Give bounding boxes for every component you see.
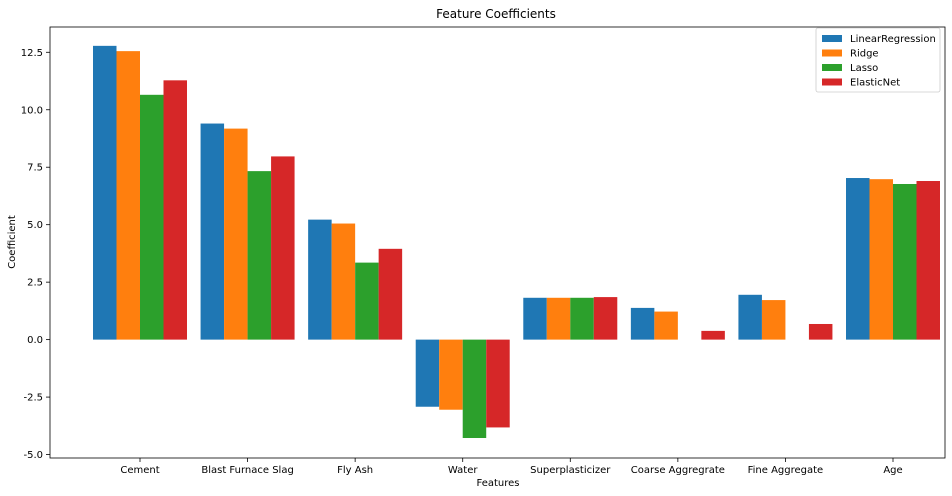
legend-swatch-linearregression — [822, 35, 842, 42]
x-tick-label: Cement — [120, 465, 159, 476]
x-axis: Cement Blast Furnace Slag Fly Ash Water Supe… — [120, 458, 903, 476]
bar-linearregression-6 — [738, 294, 762, 340]
legend-label-elasticnet: ElasticNet — [850, 78, 900, 89]
bar-ridge-1 — [224, 128, 248, 340]
bar-elasticnet-3 — [486, 339, 510, 428]
bars-group — [93, 45, 940, 439]
legend-label-ridge: Ridge — [850, 49, 879, 60]
bar-ridge-7 — [869, 179, 893, 340]
bar-ridge-4 — [546, 297, 571, 340]
x-tick-label: Fine Aggregate — [748, 465, 824, 476]
y-tick-label: -5.0 — [23, 450, 43, 461]
y-axis: -5.0 -2.5 0.0 2.5 5.0 7.5 10.0 12.5 — [21, 48, 50, 461]
bar-lasso-3 — [462, 339, 487, 439]
bar-ridge-6 — [761, 300, 786, 340]
bar-linearregression-1 — [200, 123, 225, 340]
bar-elasticnet-2 — [378, 248, 403, 340]
legend-box — [815, 27, 941, 93]
bar-elasticnet-4 — [593, 297, 618, 340]
bar-linearregression-2 — [308, 219, 332, 340]
legend: LinearRegression Ridge Lasso ElasticNet — [815, 27, 941, 93]
bar-ridge-3 — [439, 339, 463, 410]
legend-label-linearregression: LinearRegression — [850, 34, 936, 45]
bar-elasticnet-1 — [271, 156, 295, 340]
y-tick-label: 12.5 — [21, 48, 43, 59]
y-tick-label: 10.0 — [21, 105, 43, 116]
legend-swatch-ridge — [822, 49, 842, 57]
bar-ridge-2 — [331, 223, 356, 340]
bar-lasso-0 — [140, 94, 164, 340]
bar-elasticnet-6 — [808, 323, 833, 340]
chart-title: Feature Coefficients — [436, 7, 556, 21]
x-tick-label: Blast Furnace Slag — [201, 465, 293, 476]
bar-linearregression-3 — [415, 339, 440, 407]
bar-ridge-5 — [654, 311, 678, 340]
x-tick-label: Water — [448, 465, 478, 476]
legend-label-lasso: Lasso — [850, 63, 878, 74]
bar-lasso-1 — [247, 171, 272, 340]
x-tick-label: Superplasticizer — [530, 465, 611, 476]
plot-frame — [49, 26, 946, 459]
legend-swatch-lasso — [822, 64, 842, 71]
bar-lasso-7 — [893, 183, 917, 340]
bar-elasticnet-0 — [163, 80, 187, 340]
bar-linearregression-7 — [846, 178, 870, 340]
bar-linearregression-4 — [523, 297, 547, 340]
x-tick-label: Age — [883, 465, 902, 476]
y-tick-label: -2.5 — [23, 393, 43, 404]
x-tick-label: Fly Ash — [337, 465, 373, 476]
bar-lasso-2 — [355, 262, 379, 340]
bar-ridge-0 — [116, 51, 140, 340]
y-tick-label: 2.5 — [27, 278, 43, 289]
bar-elasticnet-5 — [701, 330, 725, 340]
bar-elasticnet-7 — [916, 181, 940, 340]
bar-linearregression-0 — [93, 45, 117, 340]
x-axis-label: Features — [477, 478, 520, 489]
bar-lasso-4 — [570, 297, 594, 340]
y-tick-label: 0.0 — [27, 335, 43, 346]
y-axis-label: Coefficient — [7, 215, 18, 269]
bar-linearregression-5 — [630, 307, 655, 340]
x-tick-label: Coarse Aggregrate — [631, 465, 725, 476]
y-tick-label: 7.5 — [27, 163, 43, 174]
legend-swatch-elasticnet — [822, 78, 842, 86]
y-tick-label: 5.0 — [27, 220, 43, 231]
